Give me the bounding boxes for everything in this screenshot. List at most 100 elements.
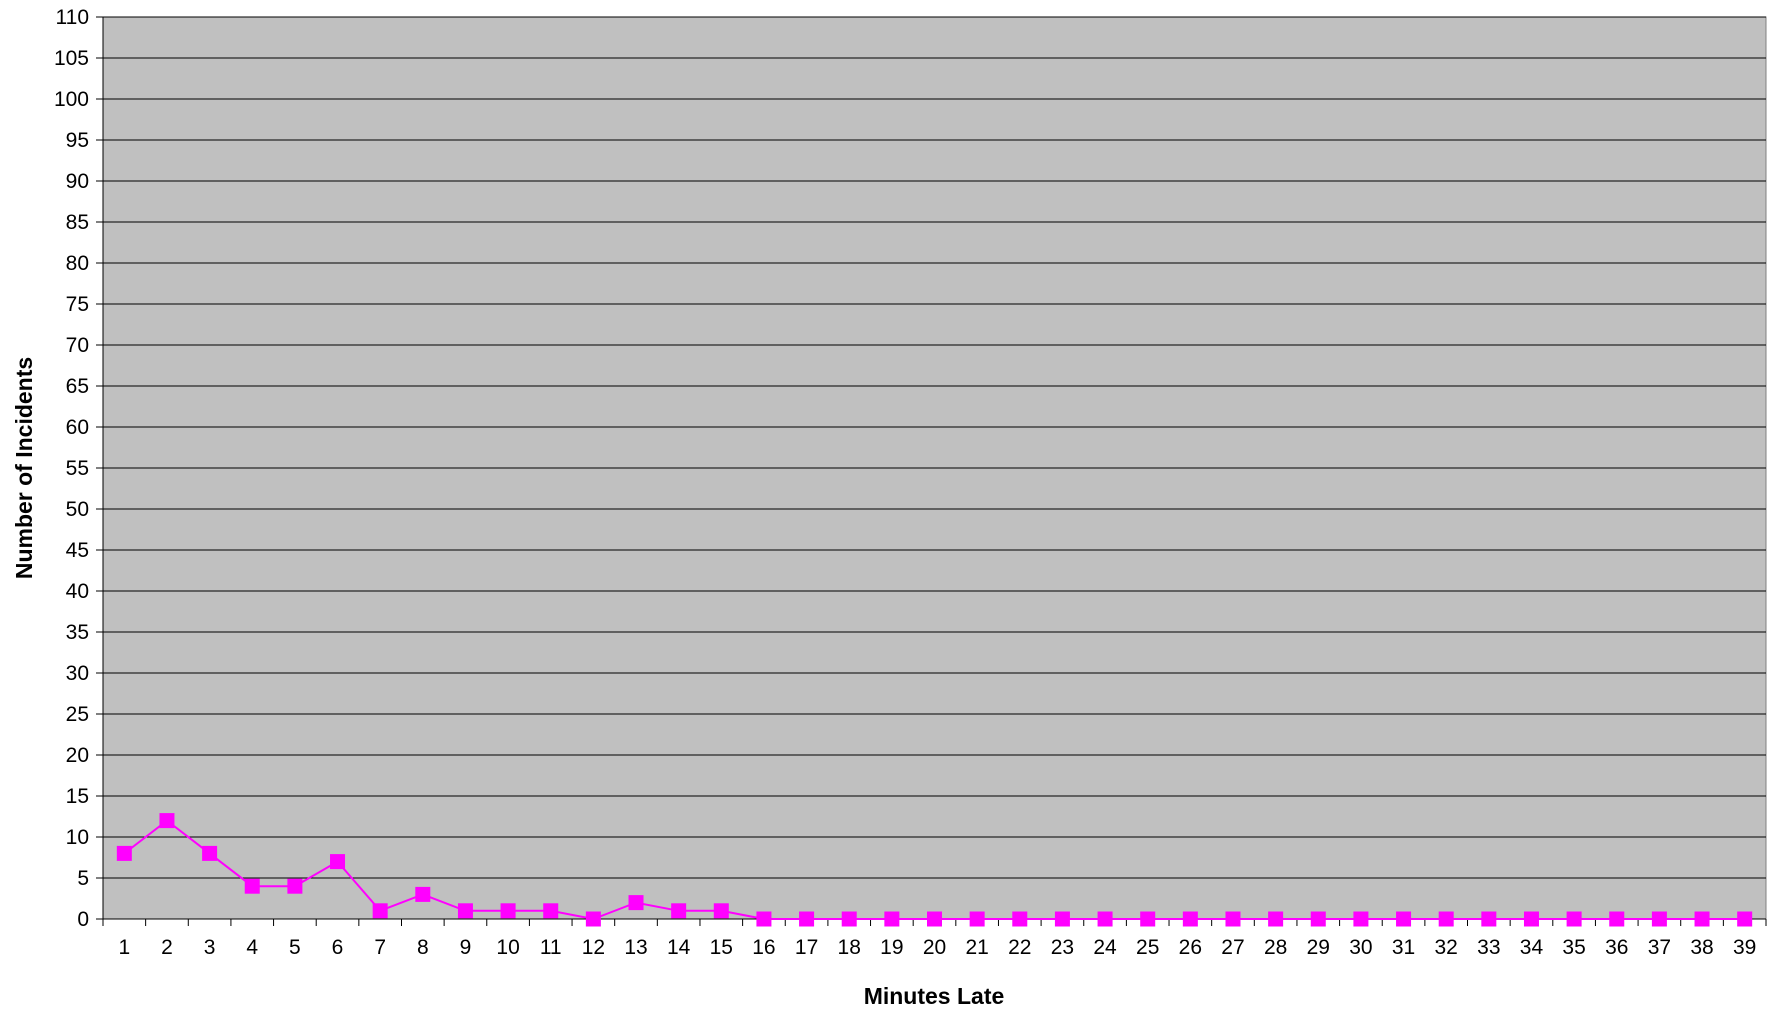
- data-point-marker: [244, 878, 260, 894]
- x-axis-title: Minutes Late: [864, 983, 1005, 1009]
- y-tick-label: 40: [66, 580, 89, 603]
- y-tick-label: 110: [56, 6, 89, 29]
- y-tick-label: 50: [66, 498, 89, 521]
- x-tick-label: 10: [496, 936, 519, 959]
- data-point-marker: [1438, 911, 1454, 927]
- x-tick-label: 1: [118, 936, 130, 959]
- data-point-marker: [1523, 911, 1539, 927]
- data-point-marker: [927, 911, 942, 927]
- y-axis-title: Number of Incidents: [11, 357, 37, 579]
- data-point-marker: [543, 903, 559, 919]
- y-tick-label: 90: [66, 170, 89, 193]
- x-tick-label: 7: [374, 936, 386, 959]
- x-tick-label: 16: [752, 936, 775, 959]
- x-tick-label: 27: [1221, 936, 1244, 959]
- x-tick-label: 12: [582, 936, 605, 959]
- x-tick-label: 37: [1648, 936, 1671, 959]
- data-point-marker: [500, 903, 516, 919]
- data-point-marker: [1651, 911, 1667, 927]
- y-tick-label: 0: [77, 908, 89, 931]
- y-tick-label: 85: [66, 211, 89, 234]
- y-tick-label: 30: [66, 662, 89, 685]
- data-point-marker: [756, 911, 772, 927]
- data-point-marker: [1396, 911, 1412, 927]
- x-tick-label: 30: [1349, 936, 1372, 959]
- y-tick-label: 60: [66, 416, 89, 439]
- x-tick-label: 20: [923, 936, 946, 959]
- data-point-marker: [1012, 911, 1028, 927]
- y-tick-label: 25: [66, 703, 89, 726]
- x-tick-label: 11: [540, 936, 562, 959]
- data-point-marker: [713, 903, 729, 919]
- x-tick-label: 15: [710, 936, 733, 959]
- x-tick-label: 19: [880, 936, 903, 959]
- y-tick-label: 10: [66, 826, 89, 849]
- data-point-marker: [1268, 911, 1284, 927]
- data-point-marker: [585, 911, 601, 927]
- data-point-marker: [1140, 911, 1156, 927]
- data-point-marker: [1566, 911, 1582, 927]
- x-tick-label: 31: [1392, 936, 1415, 959]
- x-tick-label: 36: [1605, 936, 1628, 959]
- x-tick-label: 29: [1307, 936, 1330, 959]
- data-point-marker: [1182, 911, 1198, 927]
- data-point-marker: [415, 886, 431, 902]
- y-tick-label: 70: [66, 334, 89, 357]
- x-tick-label: 35: [1562, 936, 1585, 959]
- x-tick-label: 4: [246, 936, 258, 959]
- x-tick-label: 13: [624, 936, 647, 959]
- data-point-marker: [1737, 911, 1753, 927]
- x-tick-label: 3: [204, 936, 216, 959]
- data-point-marker: [202, 845, 218, 861]
- data-point-marker: [287, 878, 303, 894]
- gridlines: [103, 16, 1766, 879]
- y-axis-ticks: 0 5 10 15 20 25 30 35 40 45 50 55 60 65 70 75 80 85 90 95 10…: [54, 6, 103, 931]
- y-tick-label: 95: [66, 129, 89, 152]
- x-tick-label: 34: [1520, 936, 1544, 959]
- data-point-marker: [1694, 911, 1710, 927]
- data-point-marker: [159, 813, 175, 829]
- x-tick-label: 22: [1008, 936, 1031, 959]
- x-tick-label: 33: [1477, 936, 1500, 959]
- x-tick-label: 9: [460, 936, 472, 959]
- data-point-marker: [969, 911, 985, 927]
- data-point-marker: [1310, 911, 1326, 927]
- x-axis-ticks: 1 2 3 4 5 6 7 8 9 10 11 12 13 14 15 16 17 18 19 20 21 22 23 24 2…: [102, 919, 1767, 959]
- y-tick-label: 105: [54, 47, 89, 70]
- y-tick-label: 20: [66, 744, 89, 767]
- data-point-marker: [1225, 911, 1241, 927]
- x-tick-label: 38: [1690, 936, 1713, 959]
- data-point-marker: [884, 911, 900, 927]
- x-tick-label: 6: [332, 936, 344, 959]
- x-tick-label: 32: [1435, 936, 1458, 959]
- x-tick-label: 14: [667, 936, 691, 959]
- y-tick-label: 55: [66, 457, 89, 480]
- y-tick-label: 5: [77, 867, 89, 890]
- y-tick-label: 75: [66, 293, 89, 316]
- x-tick-label: 39: [1733, 936, 1756, 959]
- series-group: [116, 813, 1753, 927]
- data-point-marker: [799, 911, 815, 927]
- data-point-marker: [841, 911, 857, 927]
- data-point-marker: [1481, 911, 1497, 927]
- x-tick-label: 5: [289, 936, 301, 959]
- data-point-marker: [671, 903, 687, 919]
- x-tick-label: 8: [417, 936, 429, 959]
- x-tick-label: 25: [1136, 936, 1159, 959]
- y-tick-label: 65: [66, 375, 89, 398]
- x-tick-label: 24: [1093, 936, 1117, 959]
- data-point-marker: [628, 895, 644, 911]
- x-tick-label: 21: [965, 936, 988, 959]
- y-tick-label: 100: [54, 88, 89, 111]
- data-point-marker: [330, 854, 346, 870]
- data-point-marker: [1353, 911, 1369, 927]
- y-tick-label: 80: [66, 252, 89, 275]
- data-point-marker: [1609, 911, 1625, 927]
- data-point-marker: [116, 845, 132, 861]
- x-tick-label: 26: [1179, 936, 1202, 959]
- data-point-marker: [1054, 911, 1070, 927]
- x-tick-label: 17: [795, 936, 818, 959]
- x-tick-label: 28: [1264, 936, 1287, 959]
- data-point-marker: [457, 903, 473, 919]
